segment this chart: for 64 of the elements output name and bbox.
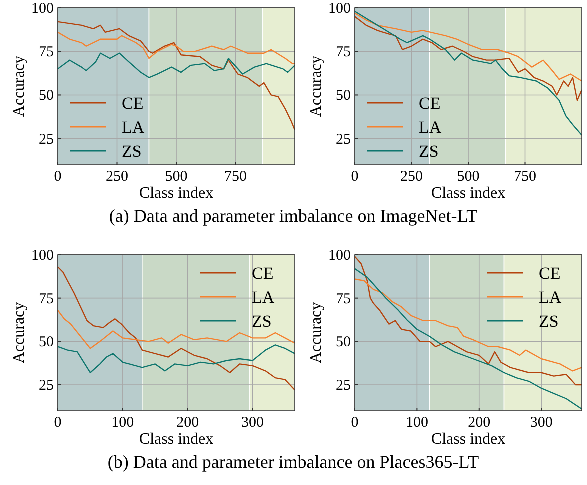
y-tick-label: 100	[32, 1, 54, 17]
line-series	[57, 266, 296, 391]
y-axis-title: Accuracy	[308, 56, 325, 118]
x-tick-label: 750	[514, 169, 536, 185]
x-tick-label: 300	[242, 415, 264, 431]
x-tick-label: 100	[112, 415, 134, 431]
x-axis-title: Class index	[139, 431, 214, 448]
legend-label: LA	[252, 288, 276, 307]
line-series	[57, 21, 296, 131]
y-tick-label: 100	[328, 248, 351, 264]
y-tick-label: 50	[39, 334, 54, 351]
x-axis-title: Class index	[431, 431, 506, 448]
x-tick-label: 250	[400, 169, 423, 185]
legend-label: ZS	[252, 312, 272, 331]
y-tick-label: 75	[336, 44, 351, 61]
x-tick-label: 0	[54, 415, 62, 431]
x-axis-title: Class index	[431, 185, 506, 202]
y-tick-label: 25	[39, 132, 54, 148]
line-series	[354, 10, 583, 136]
y-tick-label: 50	[336, 88, 351, 104]
line-series	[57, 52, 296, 78]
line-series	[354, 268, 583, 410]
legend-label: CE	[122, 94, 144, 113]
line-series	[57, 32, 296, 64]
line-series	[354, 278, 583, 372]
legend-label: LA	[539, 288, 562, 307]
legend-label: CE	[539, 264, 561, 283]
legend-label: CE	[252, 264, 274, 283]
y-tick-label: 75	[336, 291, 351, 308]
legend-label: LA	[122, 118, 146, 137]
y-tick-label: 25	[336, 378, 351, 394]
legend-label: CE	[419, 94, 441, 113]
line-series	[57, 310, 296, 350]
y-tick-label: 25	[39, 378, 54, 394]
x-tick-label: 100	[406, 415, 428, 431]
x-tick-label: 0	[351, 169, 359, 185]
y-tick-label: 25	[336, 132, 351, 148]
legend-label: ZS	[539, 312, 559, 331]
text: (a) Data and parameter imbalance on ImageNet-LT	[109, 206, 478, 226]
line-series	[354, 12, 583, 82]
x-tick-label: 0	[351, 415, 359, 431]
x-tick-label: 750	[224, 169, 247, 185]
y-axis-title: Accuracy	[11, 302, 28, 364]
y-tick-label: 75	[39, 291, 54, 308]
y-axis-title: Accuracy	[308, 302, 325, 364]
x-tick-label: 200	[468, 415, 491, 431]
y-tick-label: 50	[336, 334, 351, 351]
y-tick-label: 50	[39, 88, 54, 104]
x-tick-label: 250	[106, 169, 128, 185]
y-tick-label: 100	[32, 248, 54, 264]
legend-label: ZS	[419, 142, 439, 161]
legend-label: ZS	[122, 142, 142, 161]
x-tick-label: 500	[165, 169, 188, 185]
y-tick-label: 100	[328, 1, 351, 17]
x-axis-title: Class index	[139, 185, 214, 202]
y-tick-label: 75	[39, 44, 54, 61]
text: (b) Data and parameter imbalance on Places365-LT	[108, 452, 480, 472]
line-series	[57, 344, 296, 374]
legend-label: LA	[419, 118, 442, 137]
x-tick-label: 300	[530, 415, 553, 431]
x-tick-label: 200	[176, 415, 200, 431]
y-axis-title: Accuracy	[11, 56, 28, 118]
x-tick-label: 500	[457, 169, 480, 185]
x-tick-label: 0	[54, 169, 62, 185]
